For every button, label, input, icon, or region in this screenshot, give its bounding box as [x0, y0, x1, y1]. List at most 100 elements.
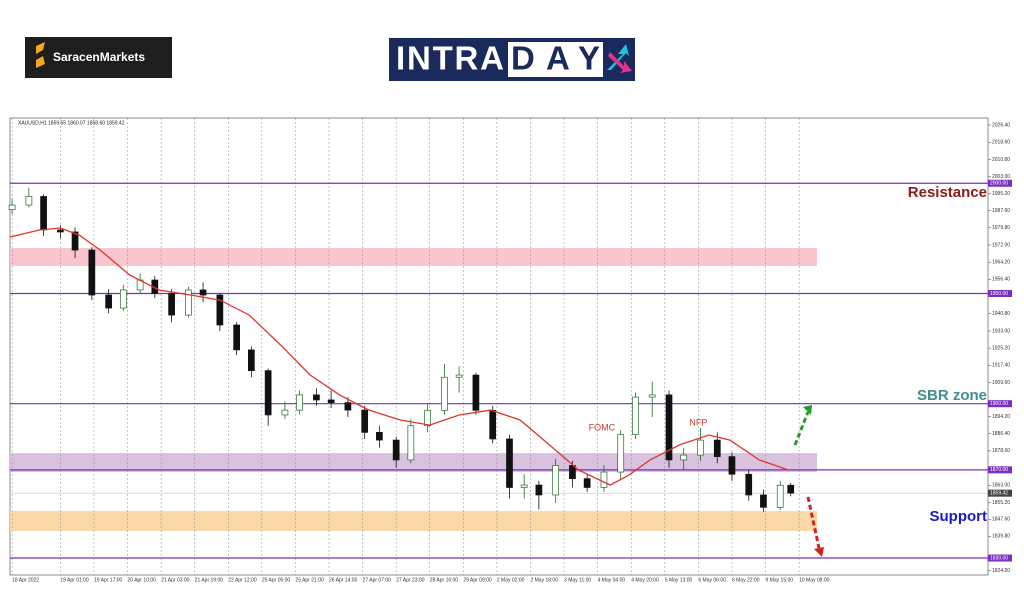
level-tag [988, 179, 1012, 187]
candle-body [600, 471, 608, 488]
level-label: 2000.00 [990, 181, 1008, 187]
event-label: FOMC [589, 422, 616, 432]
x-tick-label: 4 May 20:00 [631, 577, 659, 583]
x-tick-label: 10 May 08:00 [799, 577, 830, 583]
y-tick-label: 1964.20 [992, 260, 1010, 266]
zone [10, 511, 817, 531]
x-tick-label: 6 May 22:00 [732, 577, 760, 583]
x-tick-label: 9 May 15:00 [766, 577, 794, 583]
symbol-info: XAUUSD,H1 1859.55 1860.07 1858.60 1859.4… [18, 120, 125, 126]
plot: XAUUSD,H1 1859.55 1860.07 1858.60 1859.4… [8, 118, 1012, 583]
y-tick-label: 1987.60 [992, 208, 1010, 214]
zone-annotation: SBR zone [917, 387, 987, 404]
level-tag [988, 289, 1012, 297]
x-tick-label: 22 Apr 12:00 [228, 577, 257, 583]
candle-body [760, 494, 767, 508]
zone-annotation: Support [930, 508, 988, 525]
x-tick-label: 27 Apr 07:00 [363, 577, 392, 583]
level-label: 1830.00 [990, 555, 1008, 561]
candle-body [248, 349, 255, 371]
candle-body [296, 394, 303, 411]
zone [10, 453, 817, 473]
down-arrow [806, 496, 821, 549]
y-tick-label: 1839.80 [992, 534, 1010, 540]
title-logo: INTRA DAY [389, 38, 635, 81]
candle-body [199, 289, 207, 296]
candle-body [697, 439, 704, 456]
level-label: 1900.00 [990, 401, 1008, 407]
y-tick-label: 1979.80 [992, 225, 1010, 231]
x-tick-label: 20 Apr 10:00 [128, 577, 157, 583]
y-tick-label: 1863.00 [992, 483, 1010, 489]
x-tick-label: 18 Apr 2022 [12, 577, 39, 583]
candle-body [57, 229, 64, 233]
candle-body [424, 409, 431, 427]
x-tick-label: 21 Apr 19:00 [195, 577, 224, 583]
candle-body [583, 478, 591, 488]
title-part2: DAY [511, 40, 600, 77]
y-tick-label: 1824.20 [992, 568, 1010, 574]
candle-body [455, 374, 463, 378]
brand-logo: SaracenMarkets [25, 37, 172, 78]
level-tag [988, 466, 1012, 474]
x-tick-label: 2 May 02:00 [497, 577, 525, 583]
x-tick-label: 21 Apr 03:00 [161, 577, 190, 583]
level-label: 1950.00 [990, 291, 1008, 297]
candle-body [728, 456, 736, 475]
candle-body [713, 439, 721, 457]
y-tick-label: 1894.20 [992, 414, 1010, 420]
candle-body [489, 409, 497, 440]
up-arrow-head [803, 405, 812, 415]
zone [10, 248, 817, 266]
title-arrow-down [608, 52, 632, 73]
candle-body [88, 249, 96, 296]
candle-body [376, 432, 383, 441]
candle-body [569, 465, 576, 480]
x-tick-label: 3 May 11:00 [564, 577, 591, 583]
y-tick-label: 1925.20 [992, 345, 1010, 351]
level-tag [988, 400, 1012, 408]
y-tick-label: 1909.60 [992, 380, 1010, 386]
y-tick-label: 1940.80 [992, 311, 1010, 317]
level-label: 1870.00 [990, 467, 1008, 473]
y-tick-label: 1847.60 [992, 517, 1010, 523]
candle-body [216, 294, 224, 326]
candle-body [617, 434, 625, 473]
up-arrow [793, 411, 810, 446]
x-tick-label: 6 May 06:00 [698, 577, 726, 583]
x-tick-label: 19 Apr 17:00 [94, 577, 123, 583]
candle-body [168, 293, 175, 316]
y-tick-label: 2026.40 [992, 122, 1010, 128]
y-tick-label: 2018.60 [992, 140, 1010, 146]
candle-body [361, 409, 369, 433]
x-tick-label: 19 Apr 01:00 [60, 577, 89, 583]
candle-body [520, 484, 528, 488]
brand-text: SaracenMarkets [53, 50, 145, 64]
candle-body [264, 370, 272, 416]
candle-body [185, 289, 192, 316]
candle-body [233, 324, 241, 351]
candle-body [632, 396, 639, 435]
candle-body [313, 394, 320, 401]
zone-annotation: Resistance [908, 184, 987, 201]
plot-frame [9, 117, 989, 576]
candle-body [407, 425, 415, 461]
candle-body [25, 196, 33, 206]
title-arrow-up [607, 44, 629, 70]
x-tick-label: 2 May 18:00 [530, 577, 558, 583]
y-tick-label: 1995.20 [992, 191, 1010, 197]
x-tick-label: 26 Apr 14:00 [329, 577, 358, 583]
candle-body [680, 454, 688, 461]
x-tick-label: 25 Apr 05:00 [262, 577, 291, 583]
title-part1: INTRA [396, 40, 504, 77]
candle-body [71, 231, 79, 251]
y-tick-label: 1956.40 [992, 277, 1010, 283]
y-tick-label: 2003.00 [992, 174, 1010, 180]
x-tick-label: 25 Apr 21:00 [295, 577, 324, 583]
candle-body [648, 394, 656, 398]
candle-body [665, 394, 673, 461]
x-tick-label: 27 Apr 23:00 [396, 577, 425, 583]
y-tick-label: 1933.00 [992, 328, 1010, 334]
candle-body [281, 409, 289, 416]
brand-icon [36, 42, 45, 68]
